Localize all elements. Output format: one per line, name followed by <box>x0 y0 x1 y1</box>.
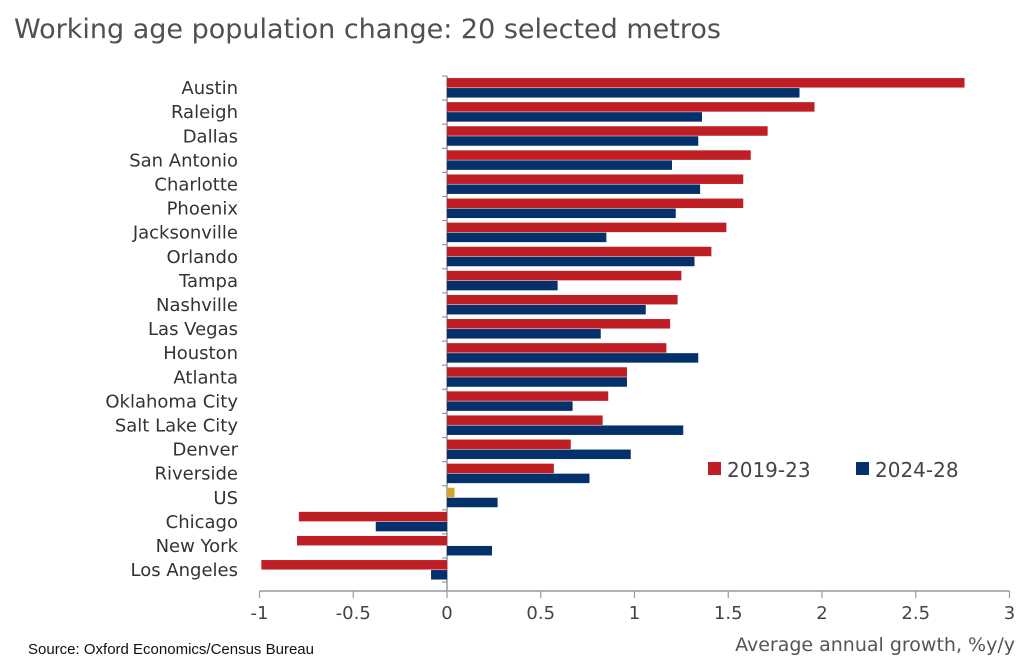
bar-2024-28 <box>447 184 701 194</box>
bar-2024-28 <box>447 545 492 556</box>
bar-2024-28 <box>447 88 800 98</box>
bar-2024-28 <box>447 449 631 460</box>
category-label: Tampa <box>178 271 238 292</box>
bar-2019-23 <box>447 78 965 88</box>
category-label: Charlotte <box>154 174 238 195</box>
bar-2019-23 <box>447 126 768 136</box>
category-label: Nashville <box>156 295 238 316</box>
x-tick-label: 0.5 <box>526 603 555 624</box>
bar-2019-23 <box>447 391 609 401</box>
bar-2024-28 <box>375 521 447 532</box>
category-label: Austin <box>181 78 238 99</box>
category-label: Houston <box>163 343 238 364</box>
category-label: Orlando <box>167 247 238 268</box>
category-label: Oklahoma City <box>105 391 238 412</box>
bar-2019-23 <box>447 198 744 209</box>
bar-2024-28 <box>447 377 627 387</box>
legend-label: 2019-23 <box>727 458 811 482</box>
category-label: Raleigh <box>171 102 238 123</box>
x-tick-label: 2 <box>816 603 827 624</box>
bar-2019-23 <box>447 439 571 450</box>
category-label: San Antonio <box>129 150 238 171</box>
bar-2019-23 <box>447 270 682 281</box>
legend-swatch-2019-23 <box>708 462 721 475</box>
category-label: Denver <box>173 440 239 461</box>
category-label: Dallas <box>183 126 238 147</box>
category-label: US <box>213 488 238 509</box>
x-tick-label: 1 <box>629 603 640 624</box>
bar-2019-23 <box>447 367 627 377</box>
category-label: New York <box>156 536 239 557</box>
bar-2024-28 <box>447 160 672 170</box>
bar-2024-28 <box>447 353 699 363</box>
bar-2019-23 <box>447 102 815 112</box>
bar-2024-28 <box>447 208 676 219</box>
bar-2019-23 <box>447 343 667 353</box>
bar-2019-23 <box>447 294 678 305</box>
bar-2024-28 <box>447 112 702 122</box>
category-label: Salt Lake City <box>115 415 239 436</box>
bar-2024-28 <box>447 401 573 411</box>
bar-2019-23 <box>447 487 455 498</box>
category-label: Los Angeles <box>131 560 239 581</box>
bar-2024-28 <box>431 570 447 580</box>
x-tick-label: 3 <box>1004 603 1015 624</box>
bar-2024-28 <box>447 280 558 291</box>
bar-2019-23 <box>447 150 751 160</box>
bar-2024-28 <box>447 497 498 508</box>
x-tick-label: -0.5 <box>336 603 371 624</box>
x-tick-label: 0 <box>441 603 452 624</box>
x-tick-label: -1 <box>251 603 269 624</box>
category-label: Phoenix <box>167 199 239 220</box>
bar-2019-23 <box>447 463 554 474</box>
category-label: Chicago <box>166 512 238 533</box>
bar-2024-28 <box>447 425 684 435</box>
x-tick-label: 2.5 <box>901 603 930 624</box>
bar-2024-28 <box>447 304 646 315</box>
bar-2024-28 <box>447 256 695 267</box>
x-tick-label: 1.5 <box>714 603 743 624</box>
bar-2019-23 <box>447 174 744 184</box>
bar-2024-28 <box>447 232 607 243</box>
category-label: Las Vegas <box>148 319 238 340</box>
bar-2019-23 <box>447 415 603 425</box>
legend-label: 2024-28 <box>875 458 959 482</box>
bar-2019-23 <box>447 319 671 329</box>
bar-2024-28 <box>447 329 601 339</box>
category-label: Riverside <box>154 464 238 485</box>
category-label: Jacksonville <box>132 223 238 244</box>
source-note: Source: Oxford Economics/Census Bureau <box>28 641 314 658</box>
bar-2019-23 <box>447 222 727 233</box>
bar-2024-28 <box>447 473 590 484</box>
bar-2019-23 <box>297 535 447 546</box>
bar-2019-23 <box>447 246 712 257</box>
chart-title: Working age population change: 20 select… <box>14 14 721 45</box>
bar-2019-23 <box>298 511 447 522</box>
legend-swatch-2024-28 <box>856 462 869 475</box>
bar-2019-23 <box>261 560 447 570</box>
bar-2024-28 <box>447 136 699 146</box>
category-label: Atlanta <box>173 367 238 388</box>
x-axis-title: Average annual growth, %y/y <box>735 634 1015 656</box>
